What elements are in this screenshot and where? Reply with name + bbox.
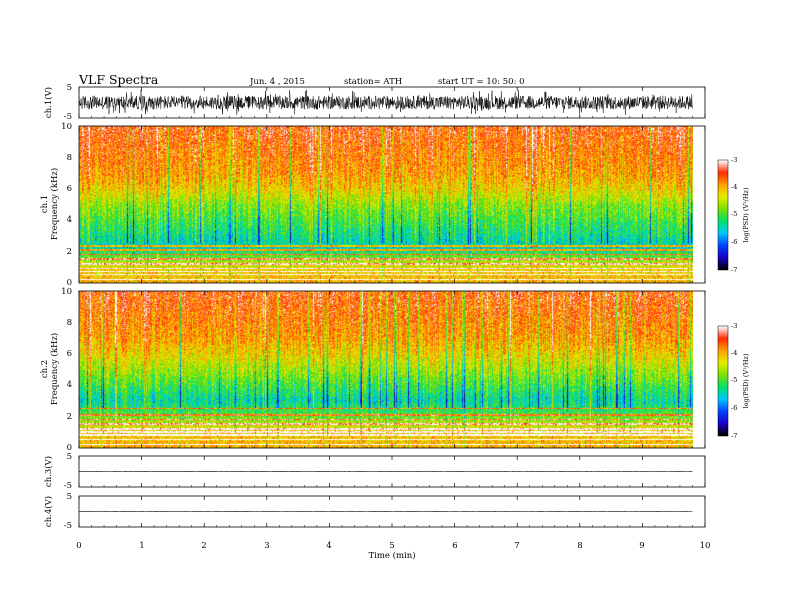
ch1-colorbar (718, 160, 728, 270)
time-tick-5: 5 (389, 541, 394, 551)
ch3-ylabel: ch.3(V) (43, 456, 54, 487)
time-tick-7: 7 (514, 541, 519, 551)
ch2-spectrogram-image (79, 291, 693, 448)
time-tick-10: 10 (700, 541, 711, 551)
ch1-spectrogram-yaxis: 0 2 4 6 8 10 (61, 122, 72, 288)
time-tick-8: 8 (577, 541, 582, 551)
ch1-cb-tick-m4: -4 (731, 183, 737, 191)
ch1-ytick-bottom: -5 (64, 112, 72, 122)
ch4-ylabel: ch.4(V) (43, 496, 54, 527)
ch2-freq-tick-0: 0 (67, 443, 72, 453)
ch1-cb-tick-m7: -7 (731, 266, 737, 274)
ch3-ytick-bottom: -5 (64, 481, 72, 491)
station-label: station= ATH (344, 77, 402, 87)
time-axis: 0 1 2 3 4 5 6 7 8 9 10 Time (min) (76, 541, 710, 561)
ch1-freq-tick-10: 10 (61, 122, 72, 132)
ch1-colorbar-frame (717, 159, 729, 271)
ch1-freq-tick-4: 4 (67, 215, 72, 225)
time-tick-6: 6 (452, 541, 457, 551)
ch2-cb-tick-m5: -5 (731, 376, 737, 384)
ch2-channel-label: ch.2 (40, 360, 50, 378)
time-tick-4: 4 (326, 541, 331, 551)
time-tick-3: 3 (264, 541, 269, 551)
figure-title: VLF Spectra (78, 72, 159, 87)
time-axis-label: Time (min) (368, 550, 415, 561)
ch1-freq-tick-6: 6 (67, 184, 72, 194)
ch2-cb-tick-m6: -6 (731, 404, 737, 412)
ch2-colorbar-label: log(PSD) (V²/Hz) (742, 353, 750, 408)
ch2-cb-tick-m4: -4 (731, 349, 737, 357)
ch2-colorbar (718, 326, 728, 436)
ch2-freq-tick-10: 10 (61, 287, 72, 297)
ch1-channel-label: ch.1 (40, 195, 50, 213)
ch1-waveform-trace (78, 89, 693, 115)
ch1-freq-tick-8: 8 (67, 153, 72, 163)
ch2-spectrogram-panel: 0 2 4 6 8 10 ch.2 Frequency (kHz) -3 -4 … (40, 287, 750, 453)
ch1-freq-tick-2: 2 (67, 247, 72, 257)
ch1-ylabel: ch.1(V) (43, 87, 54, 118)
ch1-cb-tick-m5: -5 (731, 210, 737, 218)
time-tick-marks (78, 87, 706, 527)
ch2-spectrogram-yaxis: 0 2 4 6 8 10 (61, 287, 72, 453)
start-time-label: start UT = 10: 50: 0 (438, 77, 525, 87)
ch1-spectrogram-image (79, 126, 693, 283)
time-tick-9: 9 (639, 541, 644, 551)
time-tick-1: 1 (139, 541, 144, 551)
ch2-cb-tick-m7: -7 (731, 432, 737, 440)
ch2-freq-tick-2: 2 (67, 412, 72, 422)
ch2-freq-tick-4: 4 (67, 380, 72, 390)
ch2-cb-tick-m3: -3 (731, 322, 737, 330)
time-tick-2: 2 (201, 541, 206, 551)
ch2-freq-tick-8: 8 (67, 318, 72, 328)
ch4-ytick-bottom: -5 (64, 521, 72, 531)
ch1-frequency-label: Frequency (kHz) (49, 168, 60, 240)
date-label: Jun. 4 , 2015 (249, 77, 305, 87)
ch2-frequency-label: Frequency (kHz) (49, 333, 60, 405)
ch1-spectrogram-panel: 0 2 4 6 8 10 ch.1 Frequency (kHz) -3 -4 … (40, 122, 750, 288)
ch1-cb-tick-m6: -6 (731, 238, 737, 246)
ch1-ytick-top: 5 (67, 83, 72, 93)
ch1-cb-tick-m3: -3 (731, 156, 737, 164)
ch4-ytick-top: 5 (67, 492, 72, 502)
ch3-ytick-top: 5 (67, 452, 72, 462)
time-tick-0: 0 (76, 541, 81, 551)
ch3-waveform-trace (78, 470, 693, 473)
ch2-freq-tick-6: 6 (67, 349, 72, 359)
ch1-freq-tick-0: 0 (67, 278, 72, 288)
ch2-colorbar-frame (717, 325, 729, 437)
ch1-colorbar-label: log(PSD) (V²/Hz) (742, 187, 750, 242)
